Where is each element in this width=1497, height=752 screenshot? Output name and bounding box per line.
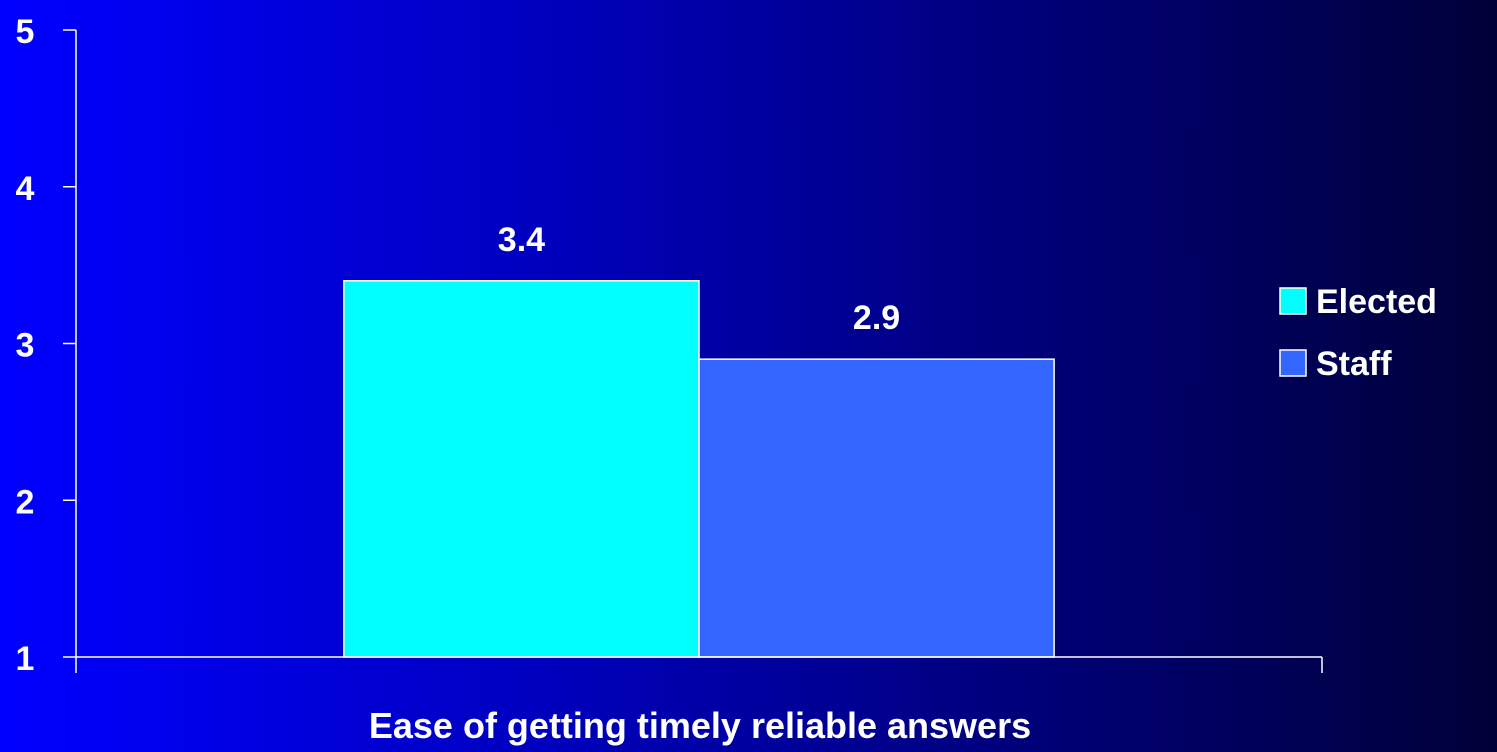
x-axis-title: Ease of getting timely reliable answers bbox=[369, 705, 1031, 746]
legend-label-staff: Staff bbox=[1316, 345, 1392, 383]
bar-staff bbox=[698, 358, 1055, 658]
y-tick-label: 3 bbox=[16, 327, 35, 365]
x-axis bbox=[75, 656, 1323, 673]
data-label-staff: 2.9 bbox=[853, 299, 900, 337]
legend: Elected Staff bbox=[1279, 283, 1437, 383]
data-label-elected: 3.4 bbox=[498, 221, 545, 259]
y-tick-label: 4 bbox=[16, 170, 35, 208]
legend-swatch-elected bbox=[1279, 287, 1307, 315]
y-tick-label: 5 bbox=[16, 13, 35, 51]
data-labels-group: 3.4 2.9 bbox=[498, 221, 900, 337]
bar-elected bbox=[343, 280, 700, 658]
y-tick-label: 1 bbox=[16, 640, 35, 678]
bars-group bbox=[343, 280, 1055, 658]
legend-label-elected: Elected bbox=[1316, 283, 1437, 321]
y-tick-label: 2 bbox=[16, 483, 35, 521]
y-axis: 1 2 3 4 5 bbox=[16, 13, 77, 678]
legend-swatch-staff bbox=[1279, 349, 1307, 377]
